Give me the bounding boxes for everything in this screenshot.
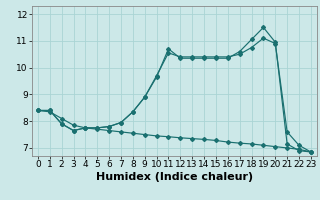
X-axis label: Humidex (Indice chaleur): Humidex (Indice chaleur): [96, 172, 253, 182]
